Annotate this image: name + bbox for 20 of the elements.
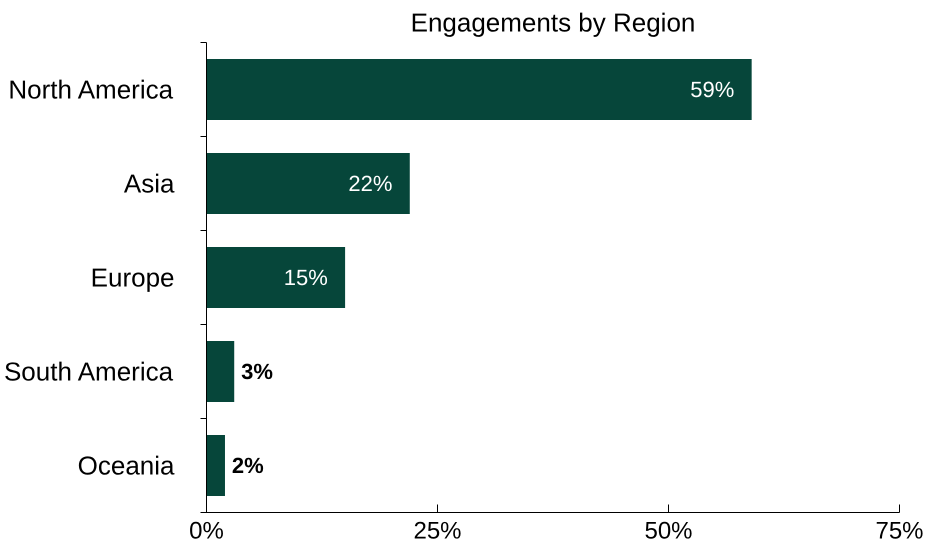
x-tick-label: 0% — [189, 518, 224, 544]
y-tick-label: Europe — [90, 262, 175, 292]
y-tick-label: Oceania — [78, 450, 176, 480]
y-tick-label: North America — [8, 74, 174, 104]
data-label: 15% — [284, 265, 328, 290]
x-tick-label: 25% — [413, 518, 462, 544]
y-tick-label: Asia — [124, 168, 176, 198]
y-tick-label: South America — [4, 356, 174, 386]
bar — [206, 434, 225, 496]
data-label: 3% — [241, 359, 273, 384]
data-label: 59% — [690, 77, 734, 102]
bar — [206, 340, 234, 402]
bar — [206, 152, 410, 214]
data-label: 2% — [232, 453, 264, 478]
bar — [206, 246, 346, 308]
x-tick-label: 50% — [644, 518, 693, 544]
data-label: 22% — [348, 171, 392, 196]
chart-title: Engagements by Region — [410, 8, 696, 38]
bar — [206, 58, 752, 120]
x-tick-label: 75% — [875, 518, 924, 544]
